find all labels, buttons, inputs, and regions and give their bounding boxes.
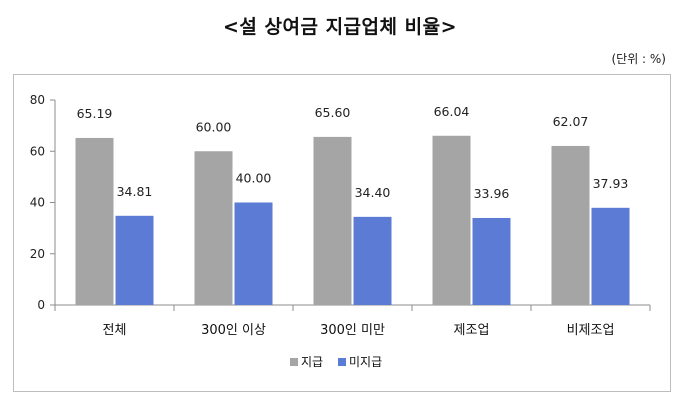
y-tick-label: 20 (30, 247, 45, 261)
category-label: 제조업 (454, 323, 490, 338)
bar-unpaid (353, 216, 392, 305)
legend-label: 미지급 (349, 355, 382, 369)
bar-paid (75, 137, 114, 305)
data-label: 65.60 (315, 105, 351, 120)
legend-swatch (338, 358, 346, 366)
data-label: 33.96 (474, 186, 510, 201)
data-label: 60.00 (196, 119, 232, 134)
data-label: 62.07 (553, 114, 589, 129)
bar-paid (313, 136, 352, 305)
chart-title: <설 상여금 지급업체 비율> (223, 16, 457, 38)
chart-frame (13, 74, 671, 392)
legend-label: 지급 (301, 355, 323, 369)
bar-paid (551, 145, 590, 305)
bar-paid (194, 151, 233, 305)
category-label: 전체 (103, 323, 127, 338)
bar-paid (432, 135, 471, 305)
bar-unpaid (234, 202, 273, 305)
data-label: 34.81 (117, 184, 153, 199)
category-label: 300인 이상 (201, 323, 266, 338)
y-tick-label: 60 (30, 144, 45, 158)
y-tick-label: 80 (30, 93, 45, 107)
bar-unpaid (591, 207, 630, 305)
data-label: 40.00 (236, 171, 272, 186)
data-label: 65.19 (77, 106, 113, 121)
category-label: 비제조업 (567, 323, 615, 338)
unit-label: (단위 : %) (611, 52, 666, 66)
data-label: 34.40 (355, 185, 391, 200)
data-label: 37.93 (593, 176, 629, 191)
category-label: 300인 미만 (320, 323, 385, 338)
y-tick-label: 40 (30, 196, 45, 210)
legend-swatch (290, 358, 298, 366)
bar-unpaid (115, 215, 154, 305)
bar-unpaid (472, 217, 511, 305)
y-tick-label: 0 (37, 298, 45, 312)
data-label: 66.04 (434, 104, 470, 119)
